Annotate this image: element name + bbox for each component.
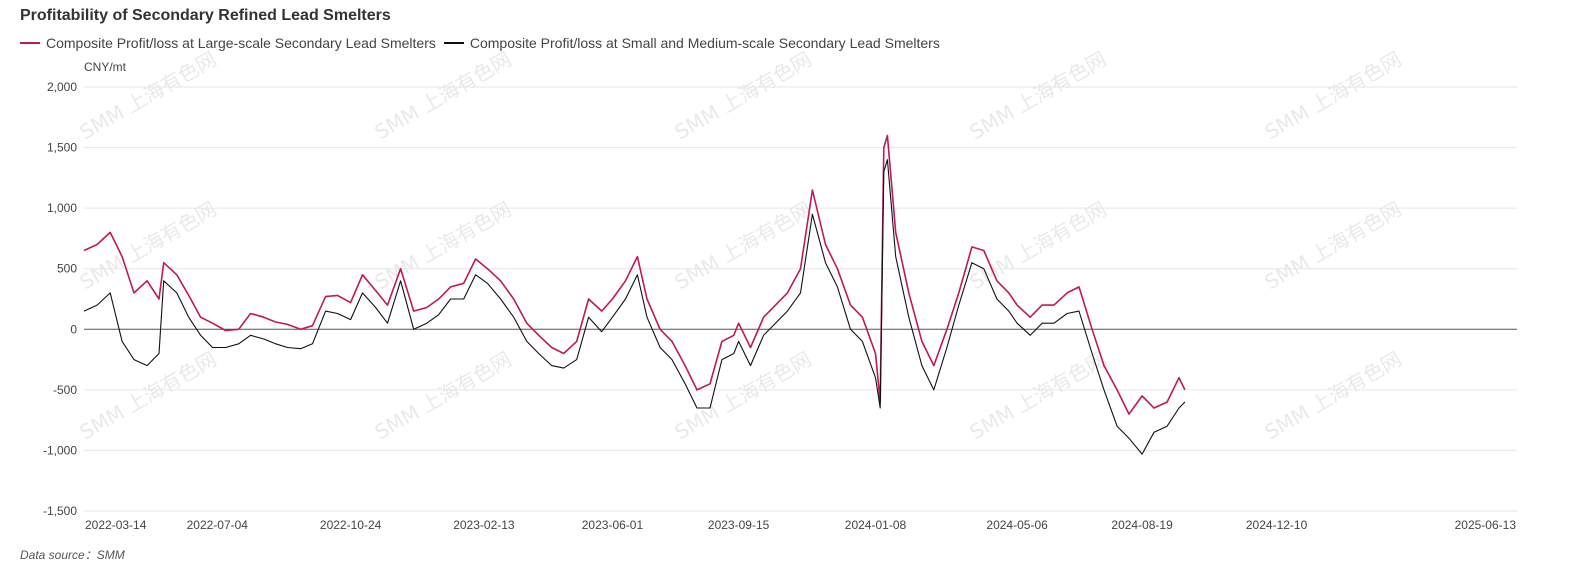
legend-label-small-medium-scale: Composite Profit/loss at Small and Mediu… — [469, 35, 940, 51]
watermark: SMM 上海有色网 — [371, 47, 516, 145]
x-tick-label: 2024-05-06 — [986, 518, 1048, 532]
watermark: SMM 上海有色网 — [1261, 197, 1406, 295]
x-tick-label: 2024-08-19 — [1111, 518, 1173, 532]
x-tick-label: 2023-09-15 — [708, 518, 770, 532]
x-tick-label: 2025-06-13 — [1455, 518, 1517, 532]
x-tick-label: 2022-03-14 — [85, 518, 147, 532]
watermark: SMM 上海有色网 — [76, 47, 221, 145]
y-tick-label: 2,000 — [47, 80, 77, 94]
watermark: SMM 上海有色网 — [671, 347, 816, 445]
legend-item-large-scale[interactable]: Composite Profit/loss at Large-scale Sec… — [20, 35, 436, 51]
watermark: SMM 上海有色网 — [966, 47, 1111, 145]
x-tick-label: 2024-01-08 — [845, 518, 907, 532]
x-tick-label: 2022-10-24 — [320, 518, 382, 532]
x-tick-label: 2023-06-01 — [582, 518, 644, 532]
watermark: SMM 上海有色网 — [76, 347, 221, 445]
x-tick-label: 2023-02-13 — [453, 518, 515, 532]
legend-item-small-medium-scale[interactable]: Composite Profit/loss at Small and Mediu… — [443, 35, 940, 51]
watermark: SMM 上海有色网 — [371, 347, 516, 445]
y-tick-label: 0 — [70, 322, 77, 336]
watermark: SMM 上海有色网 — [966, 197, 1111, 295]
y-tick-label: -1,500 — [43, 504, 77, 518]
watermark: SMM 上海有色网 — [371, 197, 516, 295]
y-axis-unit: CNY/mt — [84, 60, 126, 74]
series-line-large-scale — [83, 134, 1186, 415]
legend-swatch-large-scale — [20, 42, 40, 44]
watermark: SMM 上海有色网 — [1261, 347, 1406, 445]
watermark: SMM 上海有色网 — [1261, 47, 1406, 145]
y-tick-label: 1,000 — [47, 201, 77, 215]
y-tick-label: 1,500 — [47, 141, 77, 155]
legend-label-large-scale: Composite Profit/loss at Large-scale Sec… — [46, 35, 436, 51]
series-line-small-medium-scale — [83, 159, 1186, 455]
y-tick-label: -500 — [53, 383, 77, 397]
watermark: SMM 上海有色网 — [76, 197, 221, 295]
y-tick-label: -1,000 — [43, 443, 77, 457]
x-tick-label: 2024-12-10 — [1246, 518, 1308, 532]
chart-title: Profitability of Secondary Refined Lead … — [20, 7, 391, 24]
watermark: SMM 上海有色网 — [671, 47, 816, 145]
x-tick-label: 2022-07-04 — [187, 518, 249, 532]
legend: Composite Profit/loss at Large-scale Sec… — [20, 35, 948, 51]
legend-swatch-small-medium-scale — [443, 42, 464, 44]
data-source: Data source：SMM — [20, 548, 125, 562]
y-tick-label: 500 — [57, 262, 77, 276]
watermark: SMM 上海有色网 — [966, 347, 1111, 445]
